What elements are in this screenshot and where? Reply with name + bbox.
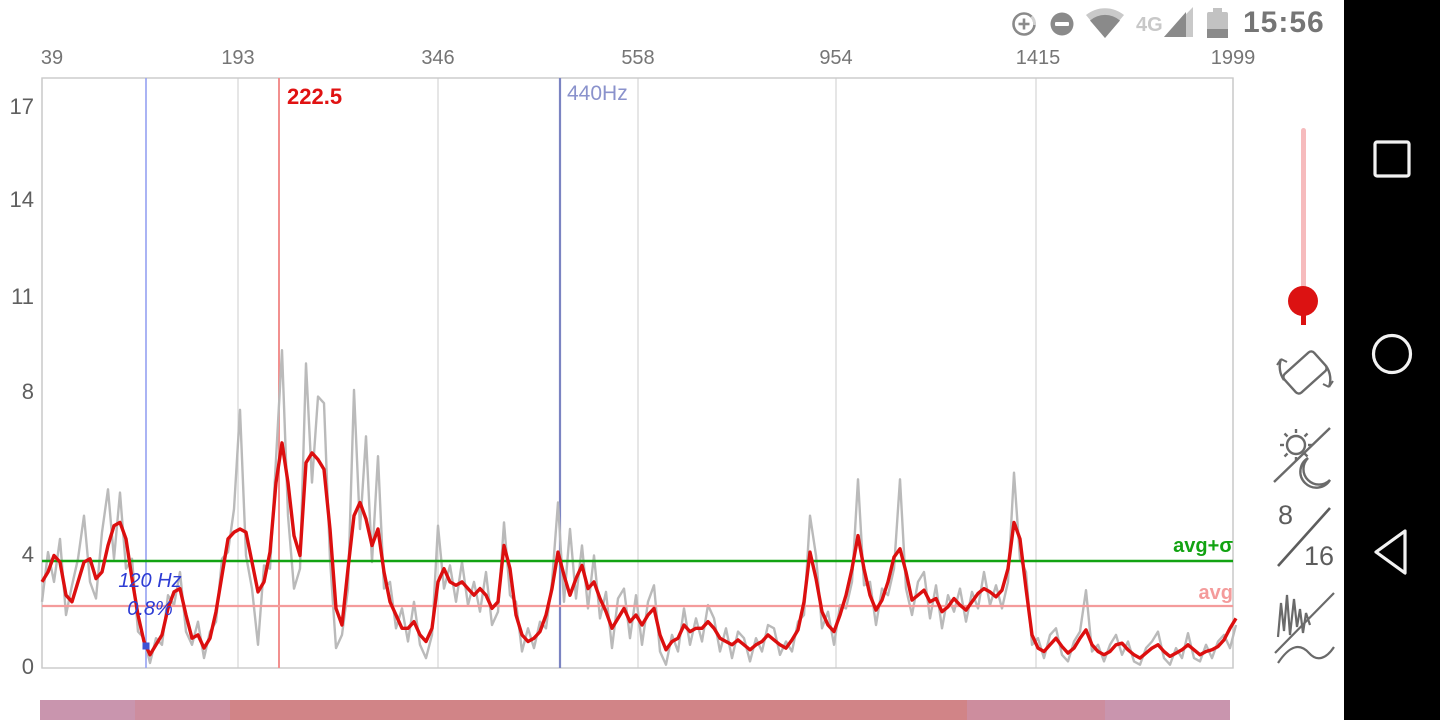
avg-plus-sigma-label: avg+σ bbox=[1173, 535, 1233, 557]
x-tick-label: 558 bbox=[621, 47, 655, 69]
x-tick-label: 1415 bbox=[1015, 47, 1061, 69]
y-tick-label: 11 bbox=[11, 284, 34, 309]
y-tick-label: 4 bbox=[21, 542, 34, 567]
x-tick-label: 39 bbox=[40, 47, 64, 69]
battery-icon bbox=[1207, 8, 1228, 38]
android-nav-bar bbox=[1344, 0, 1440, 720]
smoothing-icon bbox=[1274, 592, 1335, 664]
peak-frequency-label: 222.5 bbox=[287, 84, 343, 109]
average-lines bbox=[42, 559, 1233, 608]
cellular-signal-icon bbox=[1164, 7, 1193, 37]
cursor-percent-label: 0.8% bbox=[127, 598, 173, 620]
rotate-screen-button[interactable] bbox=[1270, 338, 1340, 408]
recents-button[interactable] bbox=[1373, 140, 1411, 178]
fraction-slash-icon bbox=[1277, 507, 1331, 567]
fft-size-button[interactable]: 8 16 bbox=[1272, 500, 1336, 572]
cursor-frequency-label: 120 Hz bbox=[118, 570, 182, 592]
x-tick-label: 193 bbox=[221, 47, 255, 69]
y-tick-label: 17 bbox=[9, 94, 34, 119]
y-tick-label: 0 bbox=[21, 654, 34, 679]
spectrogram-strip-segment bbox=[135, 700, 230, 720]
fft-denominator: 16 bbox=[1303, 541, 1334, 571]
x-tick-label: 1999 bbox=[1210, 47, 1256, 69]
network-type-label: 4G bbox=[1136, 14, 1163, 36]
spectrogram-strip-segment bbox=[40, 700, 135, 720]
spectrogram-strip[interactable] bbox=[0, 700, 1344, 720]
smoothed-spectrum-line bbox=[40, 441, 1238, 660]
fft-numerator: 8 bbox=[1278, 500, 1294, 530]
avg-label: avg bbox=[1198, 582, 1233, 604]
status-bar: 4G 15:56 bbox=[0, 0, 1344, 46]
marker-lines bbox=[145, 78, 562, 668]
do-not-disturb-icon bbox=[1050, 12, 1074, 36]
x-tick-label: 954 bbox=[819, 47, 853, 69]
gain-slider-track[interactable] bbox=[1301, 128, 1306, 298]
gain-slider-knob[interactable] bbox=[1288, 286, 1318, 316]
day-night-button[interactable] bbox=[1268, 420, 1338, 490]
smoothing-button[interactable] bbox=[1270, 585, 1340, 665]
spectrogram-strip-segment bbox=[967, 700, 1105, 720]
wifi-icon bbox=[1086, 8, 1124, 38]
day-night-icon bbox=[1273, 427, 1332, 489]
cursor-point bbox=[142, 642, 150, 650]
rotate-screen-icon bbox=[1276, 350, 1334, 395]
spectrogram-strip-segment bbox=[1105, 700, 1230, 720]
chart-frame bbox=[41, 77, 1234, 669]
home-button[interactable] bbox=[1371, 333, 1413, 375]
circle-plus-icon bbox=[1012, 12, 1036, 36]
y-tick-label: 14 bbox=[9, 187, 34, 212]
back-button[interactable] bbox=[1374, 529, 1407, 575]
clock: 15:56 bbox=[1243, 6, 1325, 39]
gain-slider-stub bbox=[1301, 314, 1306, 325]
x-tick-label: 346 bbox=[421, 47, 455, 69]
reference-frequency-label: 440Hz bbox=[567, 82, 628, 105]
spectrogram-strip-segment bbox=[230, 700, 967, 720]
y-tick-label: 8 bbox=[21, 379, 34, 404]
status-bar-icons: 4G bbox=[1012, 7, 1228, 38]
